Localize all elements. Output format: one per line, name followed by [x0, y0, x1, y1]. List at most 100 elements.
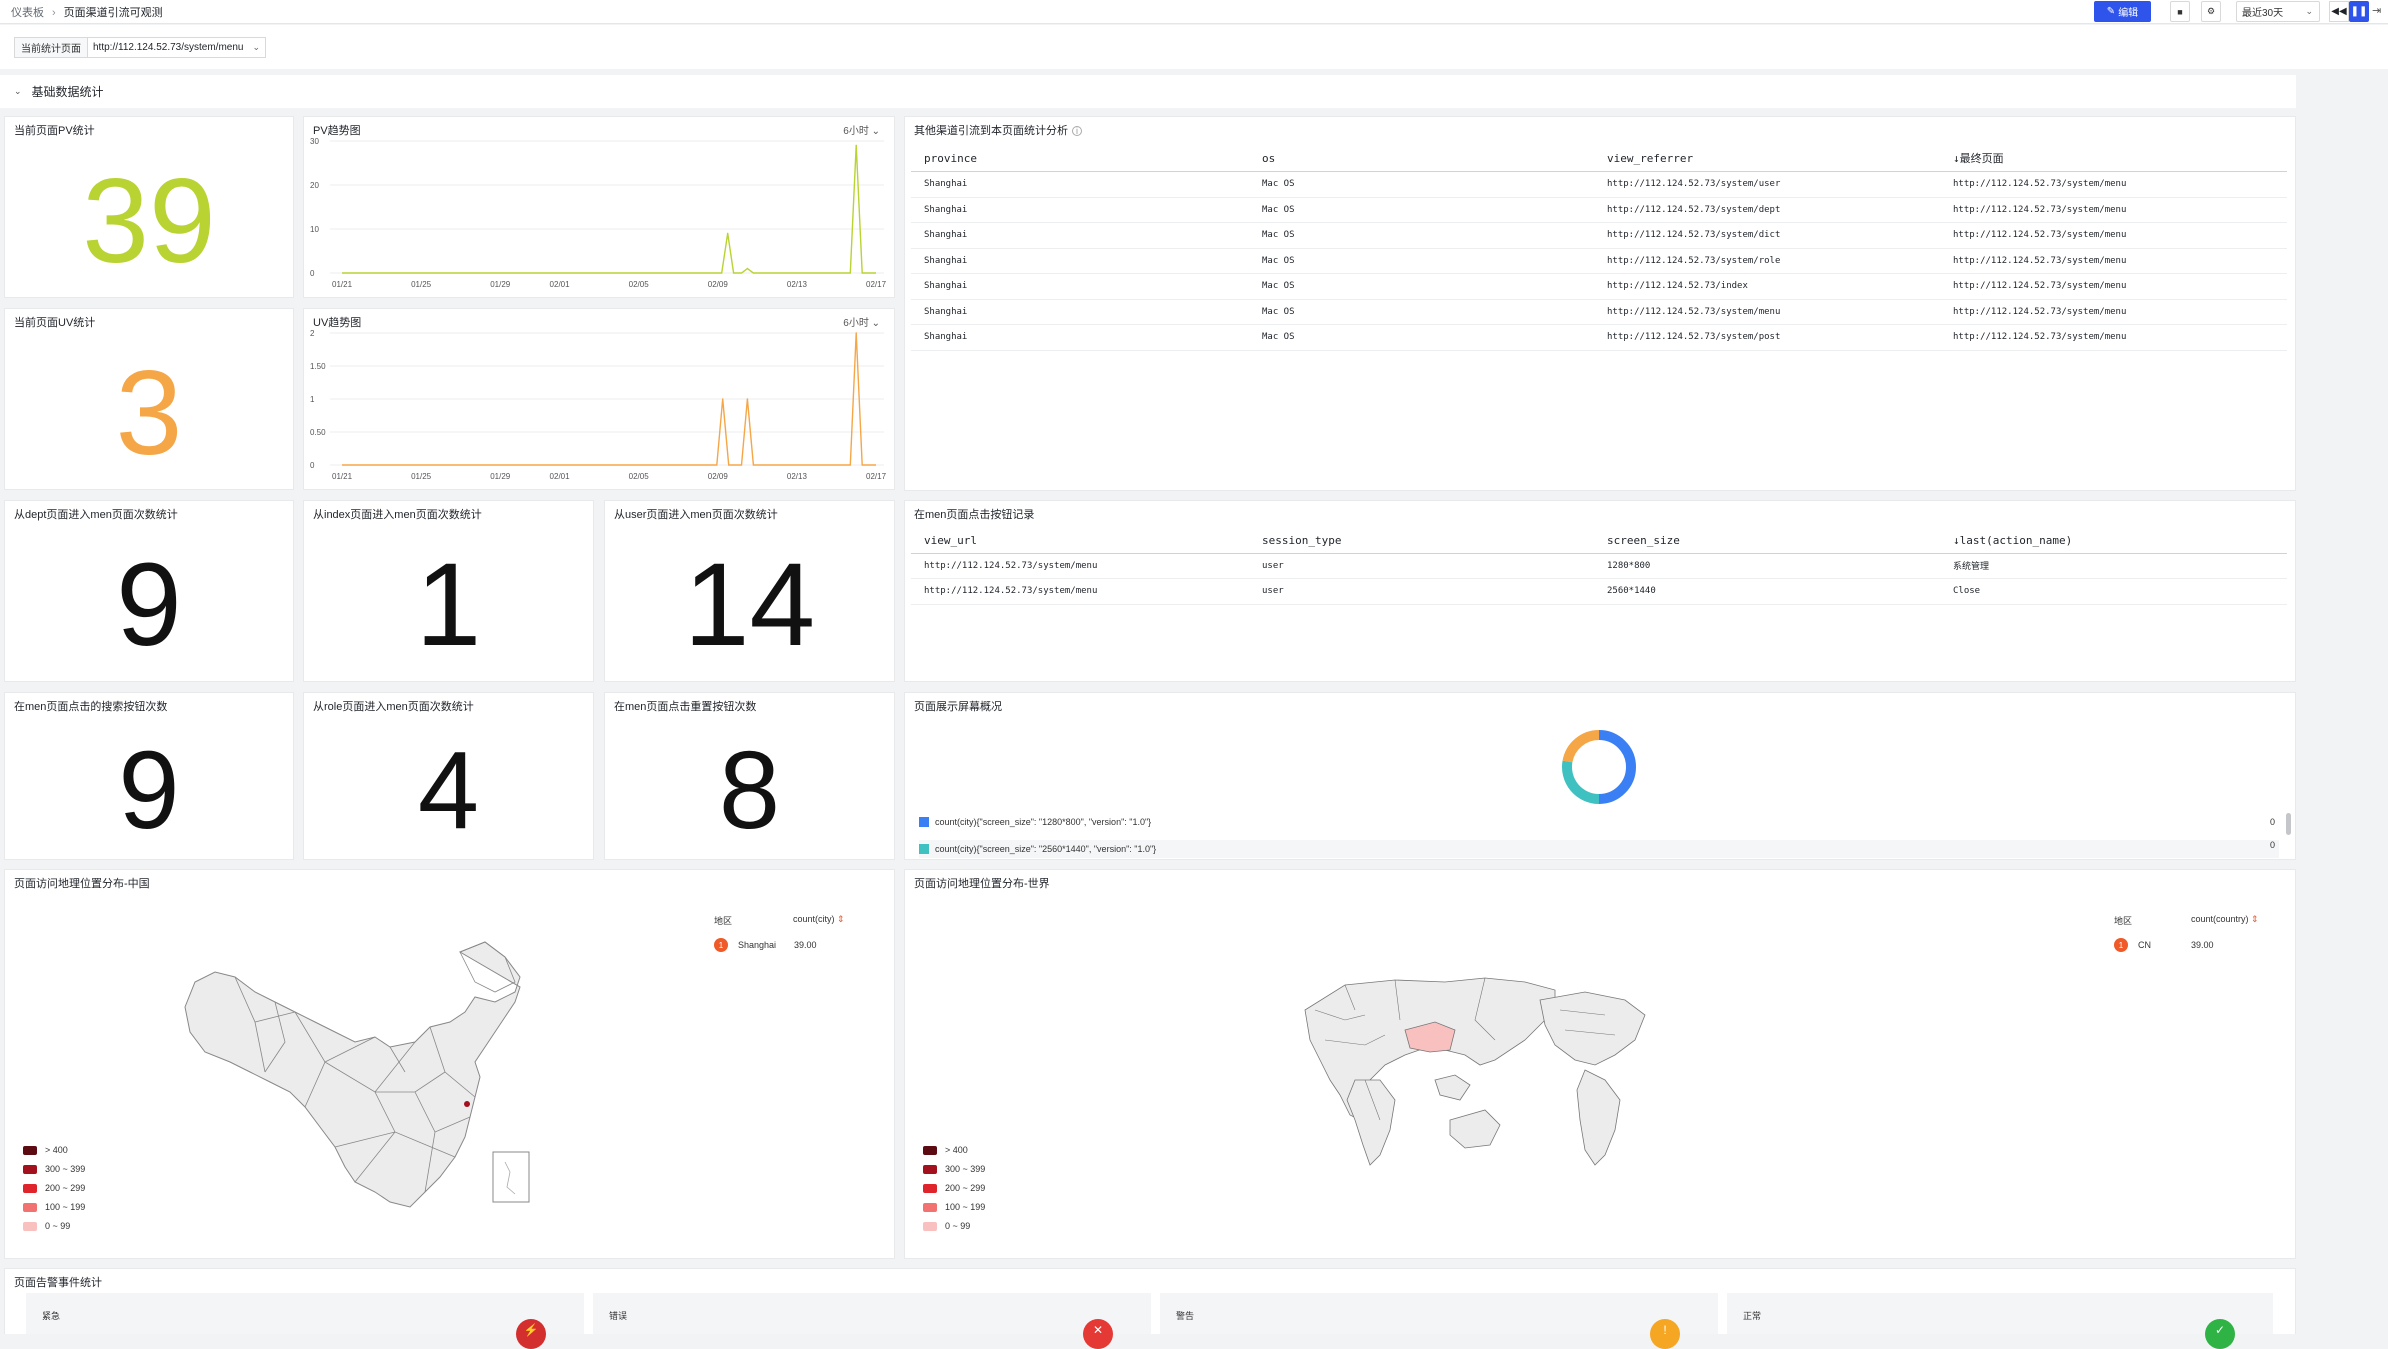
table-cell: http://112.124.52.73/system/menu	[1940, 248, 2287, 274]
table-cell: Shanghai	[911, 222, 1249, 249]
time-range-select[interactable]: 最近30天 ⌄	[2236, 1, 2320, 22]
search-stat-panel: 在men页面点击的搜索按钮次数 9	[4, 692, 294, 860]
pie-legend-value: 0	[2269, 840, 2275, 850]
region-value: 39.00	[794, 940, 817, 950]
info-icon[interactable]: i	[1072, 126, 1082, 136]
table-cell: http://112.124.52.73/system/menu	[1940, 324, 2287, 351]
sort-icon: ⇕	[837, 914, 845, 924]
scrollbar[interactable]	[2286, 813, 2291, 835]
pause-icon[interactable]: ❚❚	[2349, 1, 2369, 22]
time-range-value: 最近30天	[2242, 8, 2284, 19]
interval-dropdown[interactable]: 6小时 ⌄	[843, 122, 880, 137]
map-legend-item[interactable]: 300 ~ 399	[923, 1164, 985, 1174]
alert-card-error[interactable]: 错误 ✕	[593, 1293, 1151, 1349]
table-cell: Mac OS	[1249, 222, 1594, 249]
interval-dropdown[interactable]: 6小时 ⌄	[843, 314, 880, 329]
x-tick-label: 02/01	[550, 472, 571, 481]
column-header[interactable]: screen_size	[1594, 529, 1940, 554]
data-point	[855, 144, 858, 147]
table-row[interactable]: Shanghai Mac OS http://112.124.52.73/index…	[911, 273, 2287, 300]
interval-value: 6小时	[843, 126, 869, 137]
legend-label: 200 ~ 299	[45, 1183, 86, 1193]
donut-slice	[1562, 730, 1600, 763]
value-column-header[interactable]: count(country) ⇕	[2191, 914, 2259, 925]
save-icon[interactable]: ■	[2170, 1, 2190, 22]
pie-legend-item[interactable]: count(city){"screen_size": "1280*800", "…	[919, 817, 1151, 827]
y-tick-label: 1.50	[310, 362, 326, 371]
table-row[interactable]: Shanghai Mac OS http://112.124.52.73/syste…	[911, 248, 2287, 274]
map-legend-item[interactable]: 200 ~ 299	[23, 1183, 85, 1193]
map-legend-item[interactable]: 0 ~ 99	[23, 1221, 70, 1231]
pv-trend-panel: PV趋势图 6小时 ⌄ 30 20 10 0 01/21 01/25 01/29 02/01 0…	[303, 116, 895, 298]
alert-card-warning[interactable]: 警告 !	[1160, 1293, 1718, 1349]
map-legend-item[interactable]: > 400	[923, 1145, 968, 1155]
map-legend-item[interactable]: 100 ~ 199	[23, 1202, 85, 1212]
pie-legend-item[interactable]: count(city){"screen_size": "2560*1440", …	[919, 840, 2279, 858]
column-header[interactable]: ↓最终页面	[1940, 145, 2287, 172]
gear-icon[interactable]: ⚙	[2201, 1, 2221, 22]
x-tick-label: 02/01	[550, 280, 571, 289]
table-cell: http://112.124.52.73/system/post	[1594, 324, 1940, 351]
edit-button[interactable]: ✎ 编辑	[2094, 1, 2151, 22]
value-column-header[interactable]: count(city) ⇕	[793, 914, 845, 925]
panel-title: 在men页面点击重置按钮次数	[614, 701, 757, 713]
table-row[interactable]: Shanghai Mac OS http://112.124.52.73/syste…	[911, 197, 2287, 223]
row-header[interactable]: ⌄ 基础数据统计	[0, 75, 2296, 108]
table-row[interactable]: http://112.124.52.73/system/menu user 2560…	[911, 578, 2287, 605]
map-legend-item[interactable]: 300 ~ 399	[23, 1164, 85, 1174]
page-select[interactable]: http://112.124.52.73/system/menu ⌄	[87, 37, 266, 58]
legend-swatch	[23, 1164, 37, 1174]
geo-row[interactable]: 1 Shanghai 39.00	[714, 938, 817, 952]
column-header[interactable]: session_type	[1249, 529, 1594, 554]
alert-card-normal[interactable]: 正常 ✓	[1727, 1293, 2273, 1349]
column-header[interactable]: province	[911, 145, 1249, 172]
china-map-panel: 页面访问地理位置分布-中国 地区 count(city) ⇕ 1 Shanghai…	[4, 869, 895, 1259]
table-cell: Shanghai	[911, 197, 1249, 223]
panel-title: PV趋势图	[313, 125, 361, 137]
uv-stat-panel: 当前页面UV统计 3	[4, 308, 294, 490]
breadcrumb-root[interactable]: 仪表板	[11, 7, 44, 19]
table-row[interactable]: http://112.124.52.73/system/menu user 1280…	[911, 553, 2287, 579]
legend-label: 0 ~ 99	[945, 1221, 971, 1231]
column-header[interactable]: ↓last(action_name)	[1940, 529, 2287, 554]
y-tick-label: 10	[310, 225, 319, 234]
donut-slice	[1562, 760, 1600, 804]
rewind-icon[interactable]: ◀◀	[2329, 1, 2349, 22]
chevron-down-icon: ⌄	[871, 318, 880, 329]
x-tick-label: 02/17	[866, 472, 887, 481]
dept-value: 9	[116, 539, 182, 671]
uv-trend-chart: 2 1.50 1 0.50 0 01/21 01/25 01/29 02/01 02/05 02/0…	[310, 329, 887, 481]
table-row[interactable]: Shanghai Mac OS http://112.124.52.73/syste…	[911, 222, 2287, 249]
column-header[interactable]: view_url	[911, 529, 1249, 554]
role-stat-panel: 从role页面进入men页面次数统计 4	[303, 692, 594, 860]
china-map	[184, 941, 530, 1208]
geo-row[interactable]: 1 CN 39.00	[2114, 938, 2214, 952]
column-header[interactable]: view_referrer	[1594, 145, 1940, 172]
map-legend-item[interactable]: 200 ~ 299	[923, 1183, 985, 1193]
click-table-panel: 在men页面点击按钮记录 view_url session_type scree…	[904, 500, 2296, 682]
legend-label: 200 ~ 299	[945, 1183, 986, 1193]
x-tick-label: 01/29	[490, 472, 511, 481]
legend-swatch	[919, 844, 929, 854]
x-tick-label: 02/05	[629, 472, 650, 481]
click-table: view_url session_type screen_size ↓last(…	[911, 529, 2287, 605]
table-row[interactable]: Shanghai Mac OS http://112.124.52.73/syste…	[911, 324, 2287, 351]
role-value: 4	[417, 728, 480, 852]
alert-card-critical[interactable]: 紧急 ⚡	[26, 1293, 584, 1349]
map-legend-item[interactable]: 100 ~ 199	[923, 1202, 985, 1212]
forward-icon[interactable]: ⇥	[2372, 5, 2382, 17]
series-line	[342, 145, 876, 274]
map-legend-item[interactable]: 0 ~ 99	[923, 1221, 970, 1231]
data-point	[746, 267, 749, 270]
column-header[interactable]: os	[1249, 145, 1594, 172]
table-row[interactable]: Shanghai Mac OS http://112.124.52.73/syste…	[911, 171, 2287, 198]
panel-title: UV趋势图	[313, 317, 362, 329]
x-tick-label: 02/17	[866, 280, 887, 289]
value-column-label: count(city)	[793, 914, 835, 924]
region-name: CN	[2138, 940, 2151, 950]
table-cell: http://112.124.52.73/system/menu	[1940, 171, 2287, 198]
legend-swatch	[23, 1202, 37, 1212]
table-row[interactable]: Shanghai Mac OS http://112.124.52.73/syste…	[911, 299, 2287, 325]
map-legend-item[interactable]: > 400	[23, 1145, 68, 1155]
x-tick-label: 02/05	[629, 280, 650, 289]
